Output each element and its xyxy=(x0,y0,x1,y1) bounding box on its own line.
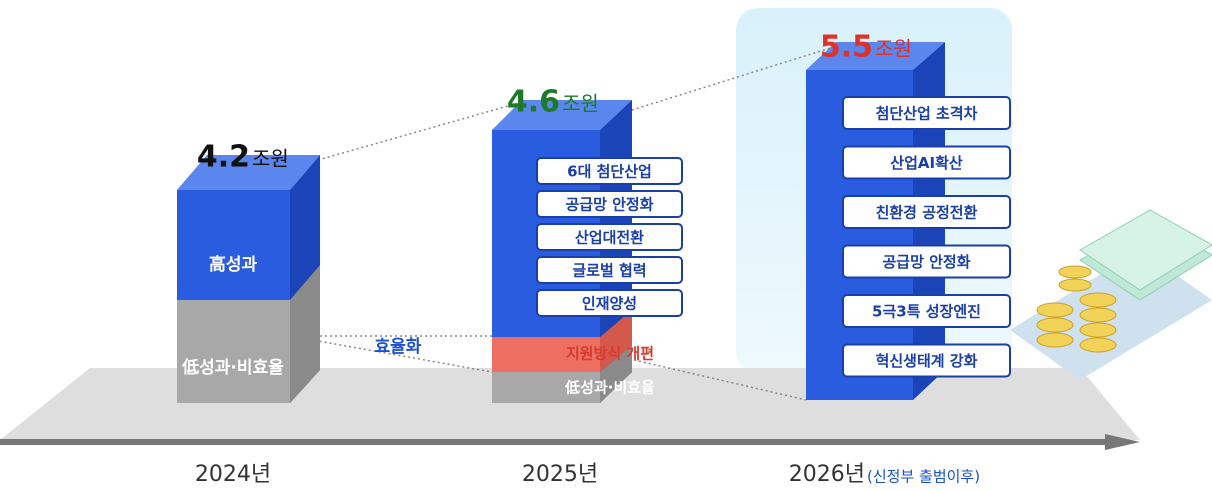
year: 2026년 xyxy=(789,462,865,487)
unit: 조원 xyxy=(252,147,289,171)
segment-label: 低성과·비효율 xyxy=(564,379,655,397)
item-label: 첨단산업 초격차 xyxy=(876,105,978,123)
item-box xyxy=(842,96,1011,130)
item-box xyxy=(842,343,1011,378)
item-label: 5극3특 성장엔진 xyxy=(872,303,981,321)
column-2024: 高성과 低성과·비효율 4.2 조원 2024년 xyxy=(177,140,320,487)
item-box xyxy=(536,289,683,317)
amount: 5.5 xyxy=(820,30,873,65)
unit: 조원 xyxy=(875,37,912,61)
year: 2024년 xyxy=(195,462,271,487)
item-box xyxy=(536,256,683,284)
item-box xyxy=(536,190,683,218)
segment-label: 지원방식 개편 xyxy=(566,345,654,363)
item-label: 공급망 안정화 xyxy=(882,253,970,271)
unit: 조원 xyxy=(562,92,599,116)
efficiency-label: 효율화 xyxy=(375,337,422,357)
item-box xyxy=(536,223,683,251)
item-label: 산업대전환 xyxy=(575,229,644,247)
segment-label: 低성과·비효율 xyxy=(181,357,284,378)
amount: 4.2 xyxy=(197,140,250,175)
segment-label: 高성과 xyxy=(209,254,258,275)
arrow-head xyxy=(1105,434,1140,450)
item-box xyxy=(842,244,1011,279)
year: 2025년 xyxy=(522,462,598,487)
year-note: (신정부 출범이후) xyxy=(867,468,980,486)
item-label: 글로벌 협력 xyxy=(572,262,646,280)
item-label: 혁신생태계 강화 xyxy=(876,352,978,370)
item-label: 인재양성 xyxy=(582,295,637,313)
item-box xyxy=(842,294,1011,328)
item-label: 산업AI확산 xyxy=(890,154,963,172)
item-box xyxy=(536,157,683,185)
item-label: 공급망 안정화 xyxy=(565,196,653,214)
item-label: 6대 첨단산업 xyxy=(567,163,652,181)
connectors xyxy=(289,44,841,401)
money-illustration xyxy=(1010,209,1212,380)
item-label: 친환경 공정전환 xyxy=(876,204,978,222)
item-box xyxy=(842,195,1011,229)
item-box xyxy=(842,145,1011,180)
amount: 4.6 xyxy=(507,85,560,120)
